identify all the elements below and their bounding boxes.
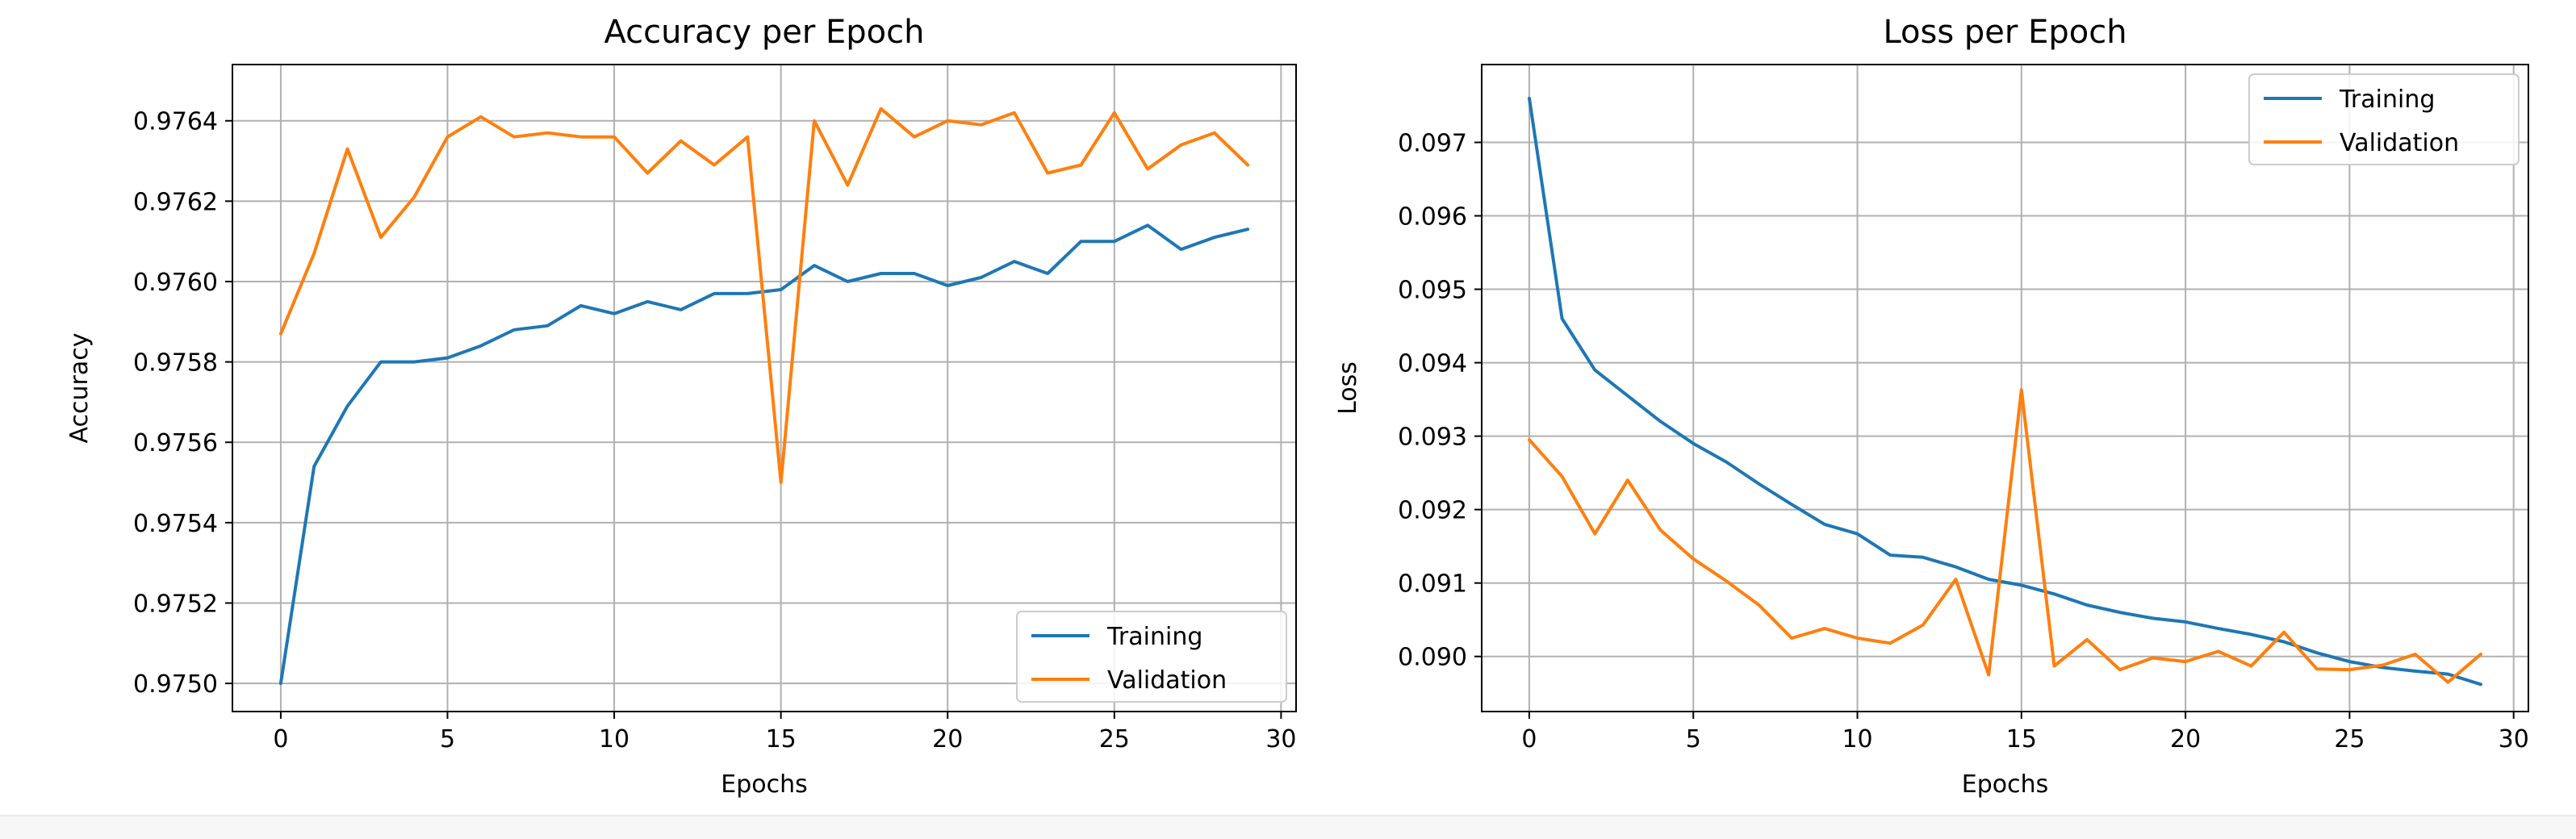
x-tick-label: 10	[599, 725, 629, 753]
x-tick-label: 5	[440, 725, 455, 753]
axes-frame	[232, 64, 1297, 712]
y-tick-label: 0.096	[1398, 203, 1467, 232]
chart-title: Accuracy per Epoch	[604, 14, 925, 51]
legend: Training Validation	[1016, 611, 1287, 703]
x-axis-label: Epochs	[1962, 770, 2049, 799]
legend-label-validation: Validation	[1107, 666, 1227, 695]
y-tick-label: 0.094	[1398, 350, 1467, 378]
y-tick-label: 0.9756	[133, 429, 218, 457]
bottom-strip	[0, 815, 2576, 839]
x-tick-label: 0	[273, 725, 288, 753]
y-tick-label: 0.9758	[133, 349, 218, 378]
x-tick-label: 20	[2170, 725, 2201, 753]
y-axis-label: Loss	[1334, 361, 1362, 415]
legend: Training Validation	[2248, 73, 2520, 165]
x-tick-label: 20	[932, 725, 963, 753]
x-tick-label: 30	[1265, 725, 1296, 753]
x-tick-label: 5	[1686, 725, 1701, 753]
bottom-divider	[0, 815, 2576, 816]
x-axis-label: Epochs	[721, 770, 808, 799]
y-tick-label: 0.9752	[133, 591, 218, 619]
y-tick-label: 0.092	[1398, 497, 1467, 525]
loss-chart: 0 5 10 15 20 25 30 0.090 0.091 0.092 0.093 0.094 0.0…	[1334, 14, 2529, 799]
x-tick-label: 0	[1521, 725, 1537, 753]
accuracy-chart: 0 5 10 15 20 25 30 0.9750 0.9752 0.9754 0.9756 0.97…	[65, 14, 1297, 799]
x-tick-label: 25	[2334, 725, 2365, 753]
x-tick-label: 15	[766, 725, 797, 753]
y-tick-label: 0.090	[1398, 644, 1467, 672]
legend-label-training: Training	[2339, 86, 2435, 114]
y-tick-label: 0.097	[1398, 129, 1467, 157]
legend-label-validation: Validation	[2340, 129, 2459, 157]
series-line-validation	[278, 106, 1250, 485]
chart-title: Loss per Epoch	[1883, 14, 2126, 51]
y-tick-label: 0.093	[1398, 424, 1467, 452]
series-line-validation	[1528, 388, 2482, 684]
series-line-training	[1528, 96, 2482, 687]
y-tick-label: 0.9754	[133, 510, 218, 538]
x-tick-label: 15	[2006, 725, 2037, 753]
y-tick-label: 0.095	[1398, 277, 1467, 305]
x-tick-label: 30	[2499, 725, 2529, 753]
x-tick-label: 25	[1099, 725, 1130, 753]
y-tick-label: 0.9764	[133, 108, 218, 136]
axes-frame	[1481, 64, 2529, 712]
legend-label-training: Training	[1106, 623, 1202, 651]
x-tick-label: 10	[1842, 725, 1872, 753]
y-tick-label: 0.9762	[133, 188, 218, 216]
y-tick-label: 0.091	[1398, 570, 1467, 599]
y-tick-label: 0.9760	[133, 269, 218, 297]
y-tick-label: 0.9750	[133, 670, 218, 699]
series-line-training	[278, 223, 1250, 686]
y-axis-label: Accuracy	[65, 333, 94, 444]
